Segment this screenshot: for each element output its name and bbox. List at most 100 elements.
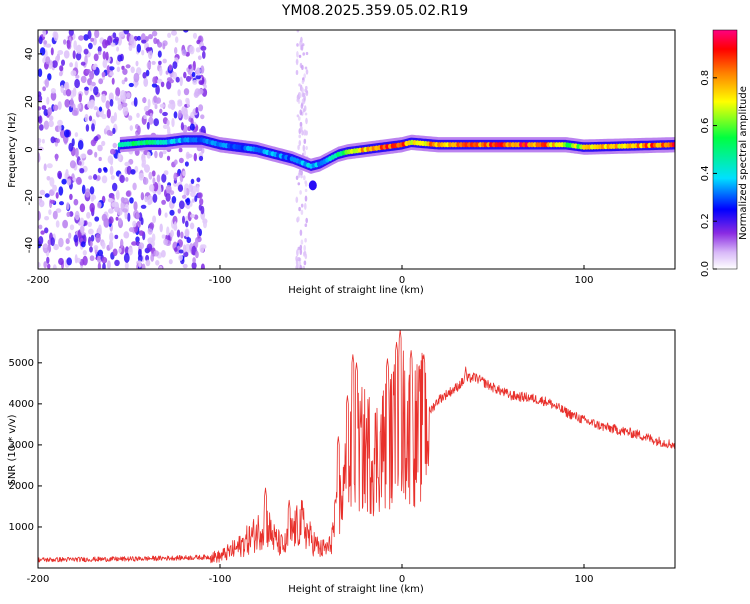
spectrogram-y-label: Frequency (Hz) — [7, 112, 18, 188]
spectrogram-noise-cell — [78, 35, 84, 41]
spectrogram-noise-cell — [166, 119, 170, 127]
spectrogram-noise-cell — [38, 138, 42, 144]
spectrogram-noise-cell — [195, 75, 201, 80]
spectrogram-noise-cell — [92, 64, 97, 71]
spectrogram-noise-cell — [61, 59, 65, 66]
spectrogram-noise-cell — [141, 49, 145, 56]
spectrogram-noise-cell — [93, 53, 99, 62]
spectrogram-noise-cell — [145, 111, 151, 116]
spectrogram-noise-cell — [78, 161, 82, 166]
spectrogram-noise-cell — [119, 174, 125, 184]
spectrogram-noise-cell — [114, 95, 119, 101]
spectrogram-noise-cell — [122, 208, 128, 213]
spectrogram-noise-cell — [298, 140, 302, 146]
spectrogram-noise-cell — [98, 224, 102, 235]
spectrogram-noise-cell — [98, 78, 104, 85]
spectrogram-noise-cell — [178, 147, 183, 153]
spectrogram-noise-cell — [295, 259, 299, 266]
spectrogram-noise-cell — [197, 55, 202, 60]
spectrogram-noise-cell — [159, 108, 163, 114]
spectrogram-noise-cell — [55, 138, 61, 144]
spectrogram-noise-cell — [106, 129, 112, 136]
spectrogram-noise-cell — [165, 192, 171, 202]
spectrogram-noise-cell — [125, 64, 131, 69]
spectrogram-noise-cell — [122, 106, 129, 116]
spectrogram-noise-cell — [301, 79, 305, 85]
spectrogram-noise-cell — [299, 229, 303, 236]
spectrogram-noise-cell — [82, 255, 88, 266]
spectrogram-noise-cell — [111, 202, 116, 208]
spectrogram-noise-cell — [124, 161, 130, 167]
spectrogram-noise-cell — [298, 171, 302, 176]
spectrogram-x-tick-label: 0 — [399, 275, 405, 286]
spectrogram-noise-cell — [42, 86, 46, 92]
spectrogram-noise-cell — [171, 30, 177, 36]
spectrogram-noise-cell — [149, 184, 155, 192]
spectrogram-noise-cell — [185, 75, 192, 82]
spectrogram-noise-cell — [146, 61, 152, 69]
spectrogram-ridge-cell — [671, 142, 675, 148]
spectrogram-noise-cell — [303, 149, 307, 157]
spectrogram-noise-cell — [55, 220, 60, 228]
spectrogram-noise-cell — [140, 204, 147, 209]
spectrogram-noise-cell — [79, 203, 86, 213]
spectrogram-noise-cell — [147, 200, 152, 206]
spectrogram-noise-cell — [300, 209, 304, 215]
spectrogram-noise-cell — [186, 237, 192, 244]
spectrogram-noise-cell — [173, 221, 177, 230]
spectrogram-noise-cell — [127, 212, 131, 222]
spectrogram-noise-cell — [55, 153, 59, 162]
spectrogram-noise-cell — [300, 174, 303, 179]
spectrogram-noise-cell — [38, 68, 43, 77]
spectrogram-noise-cell — [300, 203, 304, 208]
spectrogram-noise-cell — [177, 100, 183, 107]
spectrogram-noise-cell — [181, 49, 187, 56]
spectrogram-noise-cell — [157, 41, 163, 48]
spectrogram-noise-cell — [298, 83, 301, 87]
spectrogram-noise-cell — [303, 105, 307, 112]
spectrogram-noise-cell — [176, 229, 181, 238]
spectrogram-noise-cell — [133, 72, 140, 83]
spectrogram-noise-cell — [190, 118, 194, 126]
spectrogram-noise-cell — [82, 250, 87, 256]
spectrogram-noise-cell — [189, 45, 195, 55]
spectrogram-noise-cell — [182, 170, 186, 177]
spectrogram-noise-cell — [48, 209, 52, 216]
spectrogram-noise-cell — [101, 140, 106, 147]
spectrogram-noise-cell — [120, 89, 126, 100]
spectrogram-noise-cell — [300, 36, 303, 44]
snr-y-tick-label: 1000 — [9, 522, 34, 533]
spectrogram-noise-cell — [152, 215, 157, 224]
spectrogram-noise-cell — [152, 193, 158, 203]
spectrogram-noise-cell — [61, 178, 67, 185]
spectrogram-noise-cell — [97, 144, 103, 152]
spectrogram-noise-cell — [165, 184, 172, 194]
spectrogram-noise-cell — [58, 237, 64, 248]
spectrogram-noise-cell — [162, 150, 167, 155]
spectrogram-noise-cell — [110, 175, 115, 180]
spectrogram-noise-cell — [43, 40, 48, 45]
spectrogram-noise-cell — [299, 109, 303, 116]
spectrogram-noise-cell — [87, 101, 92, 109]
spectrogram-noise-cell — [78, 93, 82, 103]
spectrogram-noise-cell — [62, 89, 67, 96]
spectrogram-noise-cell — [123, 30, 130, 35]
spectrogram-noise-cell — [171, 196, 177, 204]
spectrogram-noise-cell — [149, 112, 153, 119]
spectrogram-noise-cell — [94, 151, 98, 158]
spectrogram-noise-cell — [203, 220, 207, 229]
spectrogram-noise-cell — [196, 185, 200, 193]
spectrogram-noise-cell — [88, 115, 93, 122]
spectrogram-noise-cell — [197, 192, 203, 199]
spectrogram-noise-cell — [160, 81, 165, 88]
spectrogram-noise-cell — [114, 36, 120, 43]
spectrogram-noise-cell — [197, 227, 201, 233]
spectrogram-noise-cell — [151, 170, 156, 177]
spectrogram-noise-cell — [43, 109, 49, 116]
spectrogram-noise-cell — [63, 82, 69, 90]
spectrogram-noise-cell — [98, 156, 102, 162]
spectrogram-noise-cell — [147, 49, 153, 60]
spectrogram-noise-cell — [68, 232, 72, 239]
spectrogram-noise-cell — [101, 113, 107, 120]
